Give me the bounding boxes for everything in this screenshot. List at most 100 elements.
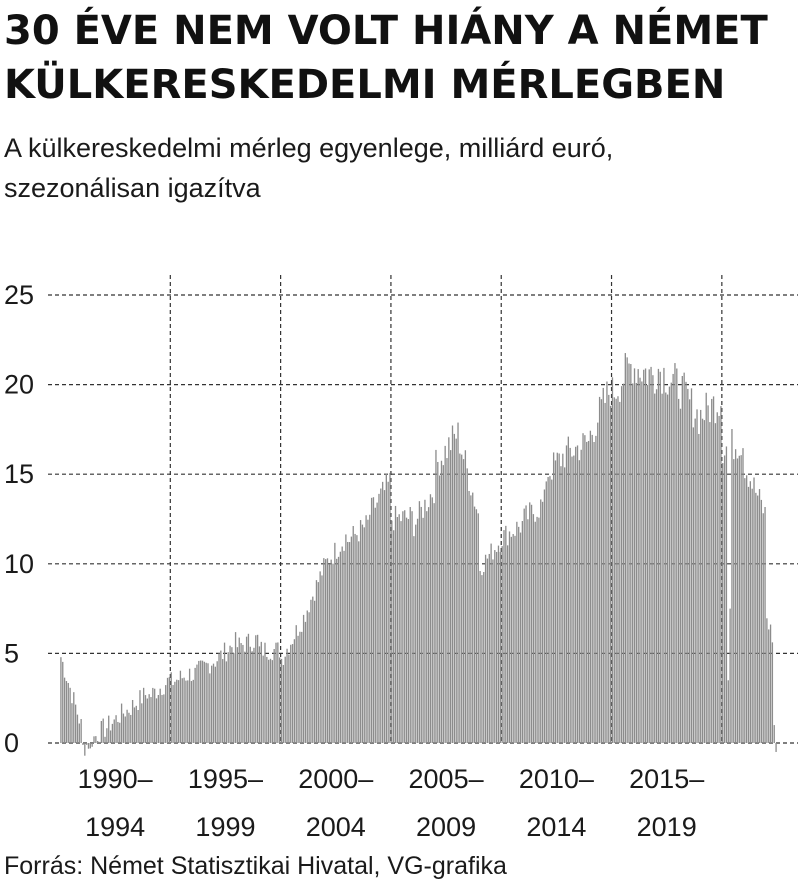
bar-2001-07 — [313, 600, 316, 743]
bar-2011-08 — [536, 516, 538, 743]
bar-2011-04 — [529, 502, 531, 743]
period-label-1994-start: 1990– — [78, 764, 153, 794]
bar-2014-02 — [591, 434, 593, 743]
bar-2008-11 — [475, 509, 478, 743]
bar-2001-12 — [323, 558, 325, 743]
bar-1996-11 — [211, 665, 213, 743]
bar-1999-07 — [269, 658, 272, 743]
bar-2012-12 — [565, 445, 568, 743]
bar-1994-12 — [168, 677, 171, 743]
bar-2013-01 — [567, 436, 569, 743]
bar-1991-11 — [100, 721, 103, 743]
bar-1999-01 — [258, 646, 261, 743]
bar-2003-03 — [350, 536, 353, 743]
bar-2000-05 — [288, 654, 290, 743]
bar-2012-05 — [552, 452, 555, 743]
bar-2010-11 — [519, 532, 522, 743]
bar-2011-12 — [543, 489, 546, 743]
bar-2018-01 — [677, 398, 680, 743]
bar-1993-01 — [126, 709, 128, 743]
bar-2008-12 — [477, 513, 479, 743]
bar-2012-09 — [560, 466, 562, 743]
bar-1994-09 — [163, 694, 165, 743]
bar-2021-06 — [753, 477, 755, 743]
bar-1991-08 — [95, 736, 97, 743]
bar-2015-05 — [619, 401, 621, 743]
bar-2002-06 — [334, 542, 336, 743]
bar-2003-06 — [356, 535, 358, 743]
bar-1992-09 — [119, 722, 121, 743]
bar-2016-03 — [637, 369, 639, 743]
bar-1999-10 — [275, 642, 277, 743]
bar-2010-08 — [514, 535, 516, 743]
bar-2002-04 — [330, 559, 332, 743]
bar-1997-03 — [218, 653, 220, 743]
bar-2012-06 — [554, 460, 557, 743]
bar-2013-12 — [587, 440, 590, 743]
bar-2022-02 — [768, 629, 770, 743]
bar-1995-01 — [170, 672, 172, 743]
bar-1999-03 — [262, 655, 264, 743]
bar-1996-07 — [203, 661, 205, 743]
bar-2015-06 — [620, 386, 623, 743]
bar-1994-06 — [157, 695, 160, 743]
bar-1999-09 — [273, 649, 275, 743]
bar-2009-01 — [479, 571, 481, 743]
bar-2005-12 — [411, 511, 413, 743]
bar-2016-11 — [652, 375, 654, 743]
bar-2004-05 — [376, 502, 378, 743]
bar-2004-12 — [389, 472, 391, 743]
bar-1997-04 — [220, 650, 222, 743]
bar-2019-01 — [700, 409, 702, 743]
bar-2009-10 — [495, 551, 498, 743]
bar-2018-03 — [681, 376, 683, 743]
bar-2007-11 — [453, 433, 456, 743]
bar-2015-11 — [630, 364, 632, 743]
bar-2017-02 — [657, 368, 660, 743]
bar-1992-10 — [120, 703, 123, 743]
bar-2020-12 — [742, 448, 744, 743]
chart-title: 30 ÉVE NEM VOLT HIÁNY A NÉMET KÜLKERESKE… — [4, 4, 768, 112]
bar-1990-01 — [60, 657, 62, 743]
bar-1990-10 — [76, 714, 79, 743]
bar-2003-09 — [361, 524, 364, 743]
bar-2007-03 — [438, 475, 441, 743]
bar-2019-09 — [714, 423, 717, 743]
bar-1993-06 — [135, 705, 137, 743]
bar-2007-02 — [437, 461, 439, 743]
bar-2020-07 — [733, 459, 735, 743]
bar-2013-11 — [586, 441, 588, 743]
bar-2016-05 — [641, 381, 643, 743]
bar-chart: 25 20 15 10 5 0 1990– 1994 1995– 1999 2000– 2004 200… — [4, 275, 798, 842]
bar-2020-02 — [723, 455, 726, 743]
bar-2007-12 — [455, 438, 457, 743]
bar-2017-06 — [665, 392, 667, 743]
bar-2019-05 — [707, 405, 709, 743]
bar-2011-11 — [541, 501, 544, 743]
bar-2005-11 — [409, 507, 411, 743]
bar-2001-02 — [304, 621, 307, 743]
bar-1993-04 — [131, 699, 134, 743]
bar-2014-01 — [589, 430, 592, 743]
bar-2013-03 — [571, 456, 573, 743]
period-label-1999-start: 1995– — [188, 764, 263, 794]
bar-2019-11 — [718, 415, 720, 743]
bar-1992-07 — [115, 715, 117, 743]
bar-2019-10 — [716, 412, 718, 743]
bar-2008-10 — [473, 506, 476, 743]
bar-1997-10 — [231, 647, 233, 743]
bar-2003-05 — [354, 533, 356, 743]
bar-2004-06 — [378, 493, 380, 743]
bar-1990-06 — [69, 687, 71, 743]
bar-2019-08 — [712, 396, 715, 743]
bar-1996-10 — [209, 673, 211, 743]
bar-2019-06 — [709, 422, 711, 743]
bar-2014-05 — [597, 422, 599, 743]
y-tick-label-25: 25 — [4, 280, 34, 310]
bar-1994-05 — [155, 698, 158, 743]
y-tick-label-0: 0 — [4, 728, 19, 758]
bar-1994-02 — [150, 697, 152, 743]
bar-2018-08 — [690, 388, 693, 743]
bar-2018-10 — [694, 418, 696, 743]
bar-1993-05 — [133, 707, 136, 743]
